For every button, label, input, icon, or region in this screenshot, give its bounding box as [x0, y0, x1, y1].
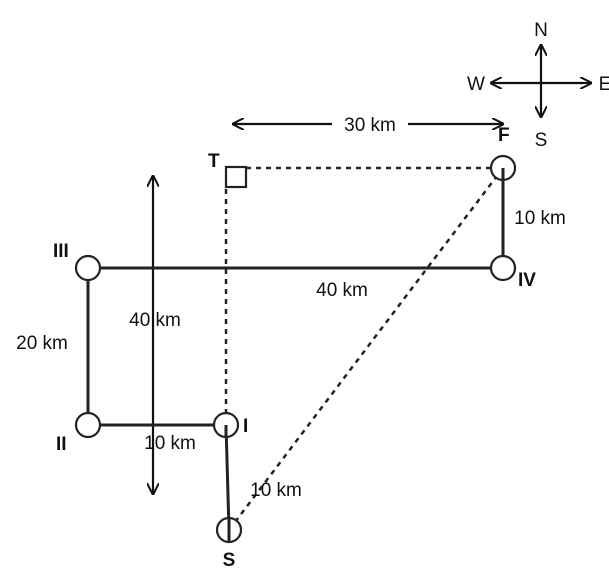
compass-south-label: S	[535, 130, 548, 151]
point-ii-label: II	[56, 434, 67, 455]
point-iv-marker	[489, 254, 517, 282]
point-iv-label: IV	[518, 270, 536, 291]
compass-east-label: E	[599, 74, 609, 95]
t-f-distance-label: 30 km	[344, 115, 396, 136]
point-t-label: T	[208, 151, 220, 172]
compass-west-label: W	[467, 74, 485, 95]
travel-path	[86, 168, 505, 531]
point-t-marker	[224, 165, 248, 189]
ii-iii-distance-label: 20 km	[16, 333, 68, 354]
point-ii-marker	[74, 411, 102, 439]
s-i-distance-label: 10 km	[250, 480, 302, 501]
compass-north-label: N	[534, 20, 548, 41]
point-iii-label: III	[53, 241, 69, 262]
iii-iv-distance-label: 40 km	[316, 280, 368, 301]
point-i-label: I	[243, 416, 248, 437]
iv-f-distance-label: 10 km	[514, 208, 566, 229]
point-s-label: S	[223, 550, 236, 570]
i-ii-distance-label: 10 km	[144, 433, 196, 454]
compass: N S W E	[467, 20, 609, 151]
vertical-span-label: 40 km	[129, 310, 181, 331]
s-to-f-dashed-line	[228, 167, 504, 531]
point-iii-marker	[74, 254, 102, 282]
point-f-label: F	[498, 125, 510, 146]
